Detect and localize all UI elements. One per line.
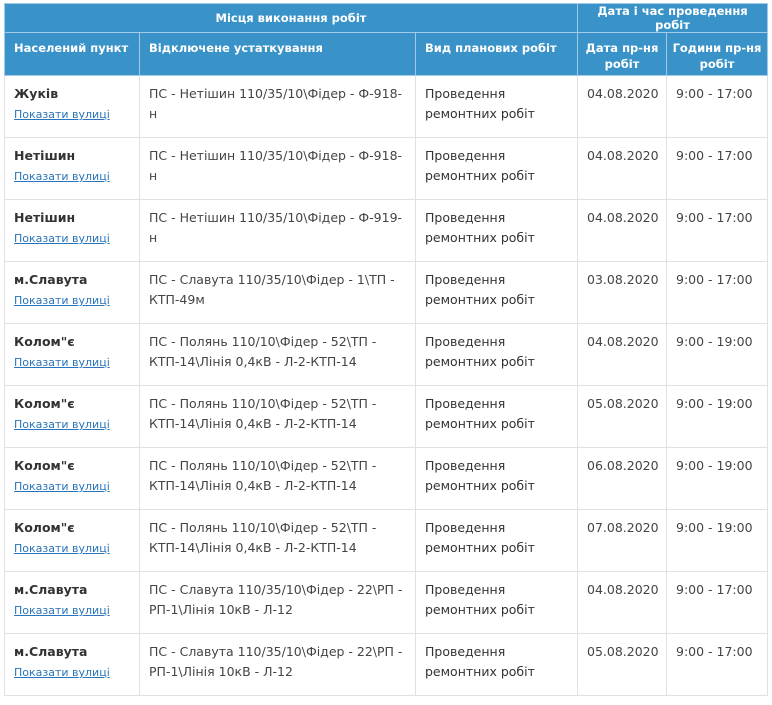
cell-date: 05.08.2020 [577, 633, 667, 696]
table-row: Колом"є Показати вулиці ПС - Полянь 110/10… [4, 323, 768, 386]
place-name: Колом"є [14, 458, 75, 473]
cell-hours: 9:00 - 17:00 [666, 199, 768, 262]
table-row: Колом"є Показати вулиці ПС - Полянь 110/10… [4, 447, 768, 510]
place-name: Колом"є [14, 396, 75, 411]
outage-schedule: Місця виконання робіт Дата і час проведе… [4, 3, 768, 696]
show-streets-link[interactable]: Показати вулиці [14, 170, 110, 183]
cell-date: 04.08.2020 [577, 199, 667, 262]
cell-date: 07.08.2020 [577, 509, 667, 572]
table-row: м.Славута Показати вулиці ПС - Славута 110… [4, 633, 768, 696]
cell-hours: 9:00 - 17:00 [666, 633, 768, 696]
column-header-equipment: Відключене устаткування [139, 32, 416, 76]
header-group-datetime: Дата і час проведення робіт [577, 3, 768, 33]
cell-hours: 9:00 - 17:00 [666, 571, 768, 634]
table-row: Колом"є Показати вулиці ПС - Полянь 110/10… [4, 385, 768, 448]
show-streets-link[interactable]: Показати вулиці [14, 108, 110, 121]
cell-hours: 9:00 - 17:00 [666, 137, 768, 200]
cell-equipment: ПС - Славута 110/35/10\Фідер - 22\РП - Р… [139, 633, 416, 696]
cell-equipment: ПС - Полянь 110/10\Фідер - 52\ТП - КТП-1… [139, 509, 416, 572]
cell-work-type: Проведення ремонтних робіт [415, 323, 578, 386]
cell-work-type: Проведення ремонтних робіт [415, 509, 578, 572]
column-header-date: Дата пр-ня робіт [577, 32, 667, 76]
show-streets-link[interactable]: Показати вулиці [14, 294, 110, 307]
cell-work-type: Проведення ремонтних робіт [415, 199, 578, 262]
cell-place: Жуків Показати вулиці [4, 75, 140, 138]
cell-date: 04.08.2020 [577, 323, 667, 386]
table-row: Жуків Показати вулиці ПС - Нетішин 110/35/… [4, 75, 768, 138]
show-streets-link[interactable]: Показати вулиці [14, 418, 110, 431]
table-row: м.Славута Показати вулиці ПС - Славута 110… [4, 261, 768, 324]
cell-work-type: Проведення ремонтних робіт [415, 385, 578, 448]
cell-equipment: ПС - Полянь 110/10\Фідер - 52\ТП - КТП-1… [139, 323, 416, 386]
cell-date: 05.08.2020 [577, 385, 667, 448]
place-name: м.Славута [14, 644, 88, 659]
cell-place: м.Славута Показати вулиці [4, 261, 140, 324]
column-header-place: Населений пункт [4, 32, 140, 76]
table-row: Колом"є Показати вулиці ПС - Полянь 110/10… [4, 509, 768, 572]
cell-place: Нетішин Показати вулиці [4, 137, 140, 200]
table-body: Жуків Показати вулиці ПС - Нетішин 110/35/… [4, 75, 768, 696]
cell-work-type: Проведення ремонтних робіт [415, 633, 578, 696]
table-row: Нетішин Показати вулиці ПС - Нетішин 110/3… [4, 199, 768, 262]
cell-hours: 9:00 - 19:00 [666, 323, 768, 386]
header-group-location: Місця виконання робіт [4, 3, 578, 33]
place-name: Жуків [14, 86, 59, 101]
table-row: м.Славута Показати вулиці ПС - Славута 110… [4, 571, 768, 634]
cell-equipment: ПС - Нетішин 110/35/10\Фідер - Ф-918-н [139, 137, 416, 200]
cell-equipment: ПС - Нетішин 110/35/10\Фідер - Ф-918-н [139, 75, 416, 138]
cell-place: м.Славута Показати вулиці [4, 571, 140, 634]
cell-place: Колом"є Показати вулиці [4, 323, 140, 386]
cell-place: Нетішин Показати вулиці [4, 199, 140, 262]
column-header-work-type: Вид планових робіт [415, 32, 578, 76]
cell-place: Колом"є Показати вулиці [4, 385, 140, 448]
table-row: Нетішин Показати вулиці ПС - Нетішин 110/3… [4, 137, 768, 200]
place-name: Нетішин [14, 148, 76, 163]
cell-hours: 9:00 - 19:00 [666, 385, 768, 448]
cell-equipment: ПС - Полянь 110/10\Фідер - 52\ТП - КТП-1… [139, 385, 416, 448]
place-name: Колом"є [14, 334, 75, 349]
cell-equipment: ПС - Славута 110/35/10\Фідер - 22\РП - Р… [139, 571, 416, 634]
show-streets-link[interactable]: Показати вулиці [14, 232, 110, 245]
cell-date: 04.08.2020 [577, 75, 667, 138]
column-header-hours: Години пр-ня робіт [666, 32, 768, 76]
place-name: м.Славута [14, 582, 88, 597]
cell-place: Колом"є Показати вулиці [4, 447, 140, 510]
show-streets-link[interactable]: Показати вулиці [14, 542, 110, 555]
place-name: Колом"є [14, 520, 75, 535]
cell-hours: 9:00 - 19:00 [666, 447, 768, 510]
cell-work-type: Проведення ремонтних робіт [415, 137, 578, 200]
cell-work-type: Проведення ремонтних робіт [415, 571, 578, 634]
cell-work-type: Проведення ремонтних робіт [415, 75, 578, 138]
show-streets-link[interactable]: Показати вулиці [14, 480, 110, 493]
place-name: Нетішин [14, 210, 76, 225]
cell-equipment: ПС - Нетішин 110/35/10\Фідер - Ф-919-н [139, 199, 416, 262]
cell-place: м.Славута Показати вулиці [4, 633, 140, 696]
cell-hours: 9:00 - 19:00 [666, 509, 768, 572]
cell-date: 04.08.2020 [577, 571, 667, 634]
cell-place: Колом"є Показати вулиці [4, 509, 140, 572]
show-streets-link[interactable]: Показати вулиці [14, 356, 110, 369]
cell-work-type: Проведення ремонтних робіт [415, 261, 578, 324]
show-streets-link[interactable]: Показати вулиці [14, 604, 110, 617]
table-header: Місця виконання робіт Дата і час проведе… [4, 3, 768, 76]
cell-hours: 9:00 - 17:00 [666, 75, 768, 138]
cell-date: 03.08.2020 [577, 261, 667, 324]
cell-hours: 9:00 - 17:00 [666, 261, 768, 324]
cell-date: 06.08.2020 [577, 447, 667, 510]
outage-table: Місця виконання робіт Дата і час проведе… [4, 3, 768, 696]
cell-work-type: Проведення ремонтних робіт [415, 447, 578, 510]
place-name: м.Славута [14, 272, 88, 287]
cell-equipment: ПС - Славута 110/35/10\Фідер - 1\ТП - КТ… [139, 261, 416, 324]
cell-equipment: ПС - Полянь 110/10\Фідер - 52\ТП - КТП-1… [139, 447, 416, 510]
show-streets-link[interactable]: Показати вулиці [14, 666, 110, 679]
cell-date: 04.08.2020 [577, 137, 667, 200]
